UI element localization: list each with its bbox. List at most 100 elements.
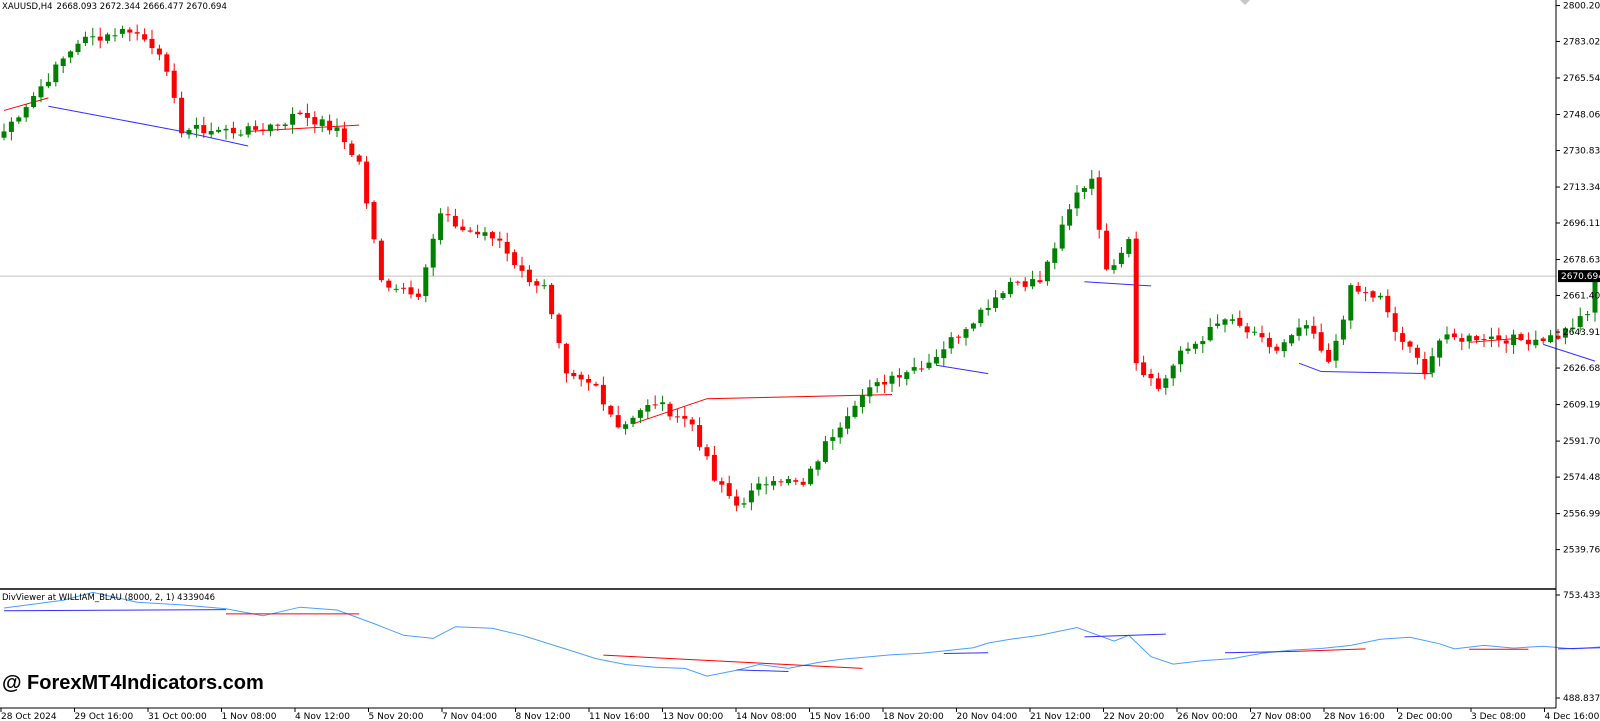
candle-body bbox=[253, 126, 259, 130]
candle-body bbox=[119, 28, 125, 34]
candle-body bbox=[1488, 336, 1494, 339]
candle-body bbox=[1355, 286, 1361, 292]
divergence-line bbox=[1321, 371, 1433, 375]
candle-body bbox=[1570, 327, 1576, 330]
chart-shift-marker-icon[interactable] bbox=[1240, 0, 1250, 5]
candle-body bbox=[1244, 326, 1250, 333]
candle-body bbox=[741, 503, 747, 505]
candle-body bbox=[993, 297, 999, 308]
candle-body bbox=[963, 329, 969, 338]
candle-body bbox=[1074, 192, 1080, 209]
osc-y-tick-label: 753.4332 bbox=[1563, 591, 1600, 601]
candle-body bbox=[852, 405, 858, 417]
candle-body bbox=[948, 337, 954, 349]
candle-body bbox=[401, 287, 407, 289]
candle-body bbox=[563, 343, 569, 374]
candle-body bbox=[1459, 338, 1465, 342]
candle-body bbox=[623, 424, 629, 429]
candle-body bbox=[1007, 281, 1013, 295]
x-tick-label: 26 Nov 00:00 bbox=[1177, 712, 1238, 721]
candle-body bbox=[356, 155, 362, 162]
candle-body bbox=[23, 107, 29, 118]
price-axis[interactable]: 2800.200 2783.025 2765.545 2748.065 2730.830… bbox=[1556, 2, 1600, 556]
candle-body bbox=[475, 231, 481, 235]
candle-body bbox=[1311, 325, 1317, 334]
candle-body bbox=[1104, 230, 1110, 270]
candle-body bbox=[371, 201, 377, 240]
candle-body bbox=[1089, 178, 1095, 189]
candle-body bbox=[1422, 358, 1428, 375]
candle-body bbox=[1081, 188, 1087, 192]
candle-body bbox=[304, 113, 310, 118]
candle-body bbox=[1237, 317, 1243, 326]
candle-body bbox=[637, 410, 643, 418]
candle-body bbox=[1592, 278, 1598, 313]
time-axis[interactable]: 28 Oct 2024 29 Oct 16:00 31 Oct 00:00 1 Nov… bbox=[0, 708, 1600, 721]
candle-body bbox=[1222, 319, 1228, 325]
candle-body bbox=[297, 112, 303, 115]
y-tick-label: 2730.830 bbox=[1563, 146, 1600, 156]
candle-body bbox=[704, 447, 710, 457]
candle-body bbox=[978, 309, 984, 324]
candle-body bbox=[808, 468, 814, 485]
candle-body bbox=[889, 375, 895, 384]
candle-body bbox=[1037, 280, 1043, 283]
candle-body bbox=[164, 54, 170, 72]
x-tick-label: 4 Dec 16:00 bbox=[1545, 712, 1600, 721]
candle-body bbox=[748, 490, 754, 503]
candle-body bbox=[327, 120, 333, 131]
candle-body bbox=[1303, 325, 1309, 329]
candle-body bbox=[1015, 281, 1021, 283]
candle-body bbox=[504, 241, 510, 254]
candle-body bbox=[586, 378, 592, 383]
candle-body bbox=[149, 38, 155, 49]
candle-body bbox=[230, 127, 236, 134]
candle-body bbox=[53, 64, 59, 83]
x-tick-label: 2 Dec 00:00 bbox=[1398, 712, 1453, 721]
candle-body bbox=[859, 395, 865, 407]
candle-body bbox=[1326, 349, 1332, 362]
candle-body bbox=[1451, 333, 1457, 338]
candle-body bbox=[201, 125, 207, 134]
candle-body bbox=[156, 48, 162, 55]
candle-body bbox=[1163, 378, 1169, 388]
candle-body bbox=[1414, 347, 1420, 358]
oscillator-axis[interactable]: 753.4332 488.8379 bbox=[1556, 591, 1600, 704]
candle-body bbox=[1000, 293, 1006, 299]
divergence-line bbox=[1084, 281, 1152, 287]
candle-body bbox=[630, 417, 636, 424]
candle-body bbox=[911, 367, 917, 371]
oscillator-divergence-line bbox=[943, 652, 989, 655]
candle-body bbox=[105, 34, 111, 41]
candle-body bbox=[1481, 339, 1487, 341]
candle-body bbox=[1200, 341, 1206, 345]
candle-body bbox=[1229, 319, 1235, 321]
candle-body bbox=[512, 252, 518, 265]
divergence-line bbox=[181, 130, 249, 147]
candle-body bbox=[1155, 378, 1161, 389]
x-tick-label: 3 Dec 08:00 bbox=[1471, 712, 1526, 721]
candle-body bbox=[267, 124, 273, 132]
x-tick-label: 18 Nov 20:00 bbox=[883, 712, 944, 721]
divergence-line bbox=[1543, 343, 1596, 362]
candle-body bbox=[97, 36, 103, 41]
candle-body bbox=[497, 238, 503, 241]
candle-body bbox=[1111, 265, 1117, 270]
oscillator-line bbox=[3, 591, 1600, 677]
x-tick-label: 27 Nov 08:00 bbox=[1251, 712, 1312, 721]
candle-body bbox=[896, 375, 902, 378]
candle-body bbox=[1022, 281, 1028, 287]
candle-body bbox=[793, 480, 799, 482]
candle-body bbox=[660, 402, 666, 405]
candle-body bbox=[667, 403, 673, 417]
y-tick-label: 2661.400 bbox=[1563, 292, 1600, 302]
y-tick-label: 2591.705 bbox=[1563, 437, 1600, 447]
candle-body bbox=[467, 230, 473, 232]
candle-body bbox=[600, 384, 606, 405]
candle-body bbox=[393, 288, 399, 290]
candle-body bbox=[31, 95, 37, 108]
candle-body bbox=[1437, 340, 1443, 358]
candle-body bbox=[134, 32, 140, 34]
